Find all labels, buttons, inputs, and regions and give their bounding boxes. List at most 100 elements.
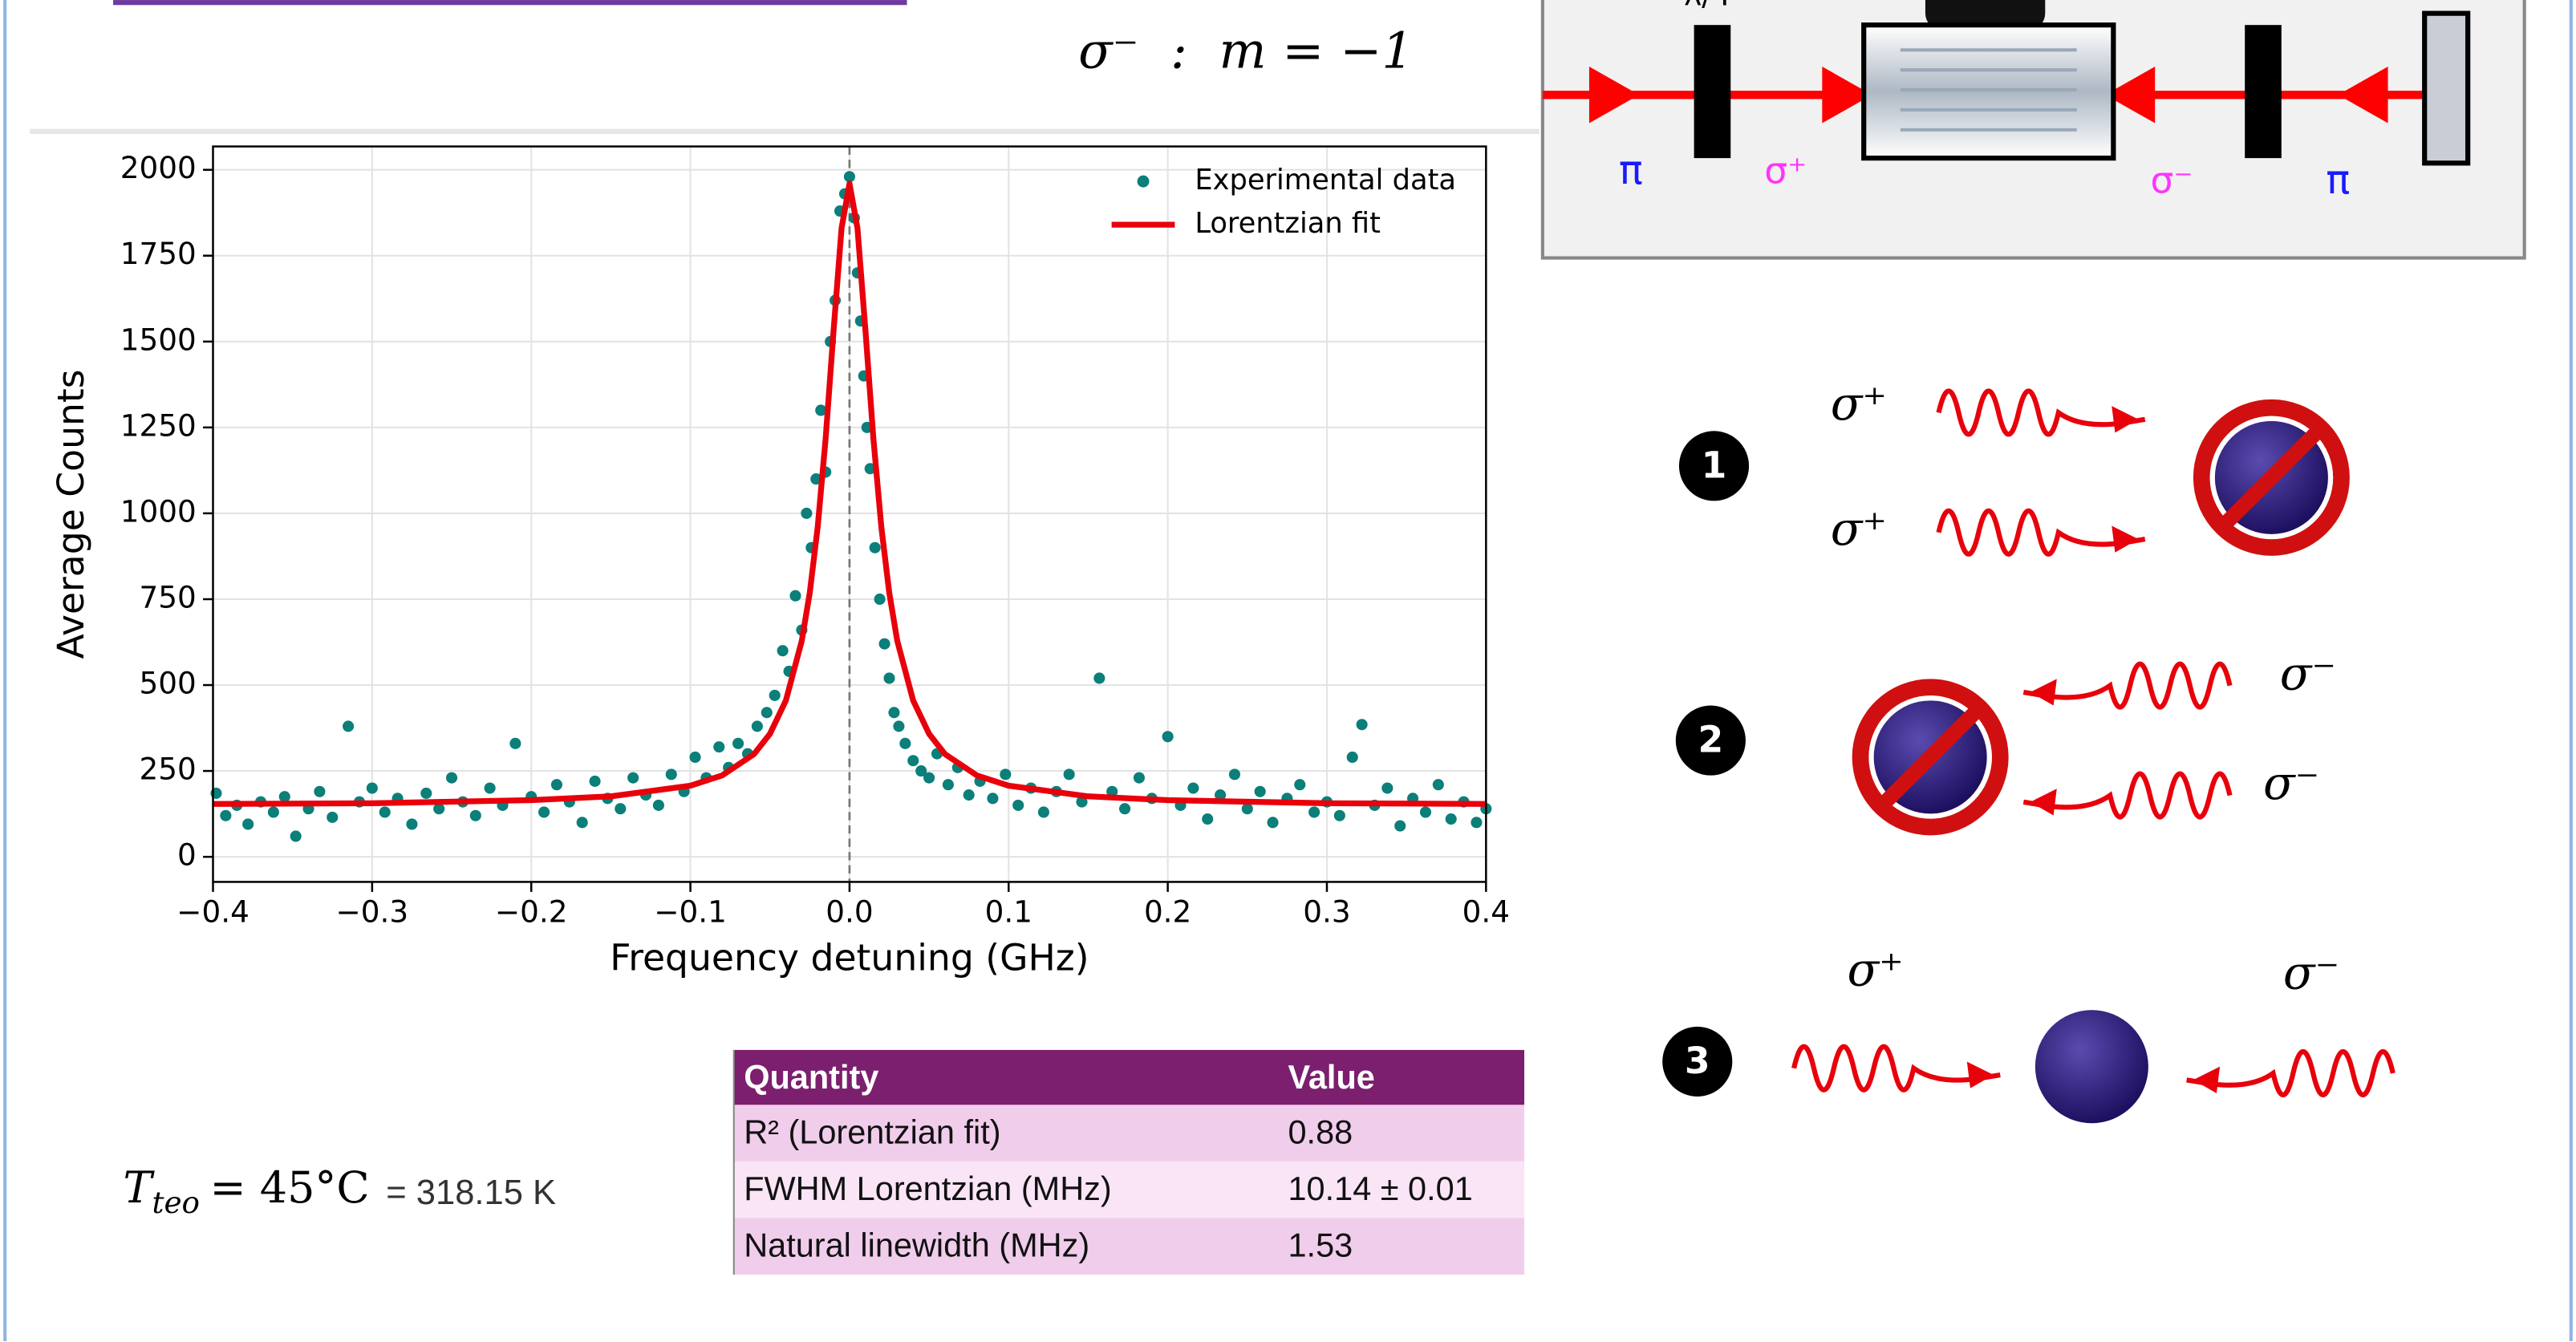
step-number: 3 [1685,1040,1710,1082]
data-point [267,806,279,818]
legend-label: Experimental data [1195,164,1456,197]
arrow [2104,67,2156,124]
data-point [878,638,890,650]
beam-label: π [1619,147,1643,193]
data-point [883,672,895,684]
step-number: 2 [1698,719,1723,761]
data-point [1394,820,1406,832]
data-point [406,818,418,830]
y-tick-label: 1000 [120,493,197,529]
data-point [942,779,954,791]
sigma-label: σ⁺ [1831,501,1887,556]
data-point [1471,817,1483,829]
data-point [1202,813,1214,825]
legend-label: Lorentzian fit [1195,207,1381,240]
data-point [1215,789,1227,801]
axes-frame [212,145,1487,883]
arrow [1588,67,1640,124]
header-cell: Value [1288,1058,1375,1096]
waveplate [1694,25,1731,159]
x-tick-label: 0.3 [1303,894,1350,929]
data-point [242,818,254,830]
sigma-label: σ⁻ [2280,646,2336,700]
beam-label: σ⁻ [2150,160,2193,202]
data-point [589,775,601,787]
y-tick-label: 750 [140,579,197,614]
kelvin: = 318.15 K [386,1174,556,1212]
x-tick-label: −0.2 [495,894,568,929]
cell: 1.53 [1288,1226,1353,1264]
x-tick-label: 0.1 [985,894,1032,929]
data-point [290,830,302,842]
title-bar [113,0,907,6]
data-point [1356,719,1368,731]
data-point [615,803,627,815]
data-point [1267,817,1279,829]
setup-diagram: λ/4 π σ⁺ σ⁻ π [1540,0,2526,260]
x-tick-label: −0.1 [654,894,727,929]
x-tick-label: −0.3 [336,894,409,929]
data-point [220,809,232,821]
temperature-formula: Tteo = 45°C [123,1162,369,1219]
data-point [1076,796,1088,808]
step-badge [1675,705,1746,776]
data-point [843,171,855,183]
sigma-label: σ⁺ [1847,943,1903,997]
step-badge [1678,431,1750,501]
data-point [1012,799,1024,811]
data-point [1037,806,1049,818]
arrow [1822,67,1872,124]
data-point [327,811,339,823]
data-point [761,707,773,719]
data-point [907,755,919,767]
y-tick-label: 1250 [120,407,197,443]
waveplate [2245,25,2282,159]
formula: σ⁻ : m = −1 [1078,22,1414,80]
data-point [1162,731,1174,743]
data-point [1106,785,1118,797]
header-row [733,1049,1525,1105]
y-tick-label: 1750 [120,236,197,271]
data-point [777,645,789,657]
y-tick-label: 500 [140,666,197,701]
y-tick-label: 1500 [120,322,197,357]
rhs: = 45°C [209,1162,369,1213]
data-point [801,507,813,519]
data-point [874,593,886,606]
y-axis-label: Average Counts [50,369,92,659]
data-point [484,782,496,794]
data-point [732,737,744,749]
data-point [689,751,701,764]
data-point [1241,803,1253,815]
data-point [1346,751,1358,764]
data-point [1133,772,1145,784]
data-point [509,737,521,749]
row [733,1218,1525,1275]
data-point [1228,768,1240,780]
arrow [2338,67,2388,124]
beam-label: π [2326,157,2350,204]
data-point [420,787,432,799]
step-badge [1662,1026,1733,1097]
data-point [652,799,664,811]
plate-label: λ/4 [1684,0,1730,12]
blocked-atom [2193,399,2350,556]
table: Quantity Value R² (Lorentzian fit) 0.88 … [732,1049,1525,1275]
data-point [888,707,900,719]
y-tick-label: 250 [140,752,197,787]
vapor-cell [1861,22,2116,161]
chart: 0 250 500 750 1000 1250 1500 1750 2000 −0.4 −0.3 −0… [50,145,1510,979]
header-cell: Quantity [744,1058,878,1096]
data-point [1093,672,1105,684]
data-point [445,772,458,784]
y-tick-label: 2000 [120,150,197,185]
data-point [987,793,999,805]
row [733,1105,1525,1162]
data-point [576,817,588,829]
data-point [869,541,881,553]
data-point [789,590,801,602]
data-point [751,720,763,732]
subscript: teo [152,1184,200,1219]
y-tick-label: 0 [177,837,197,873]
